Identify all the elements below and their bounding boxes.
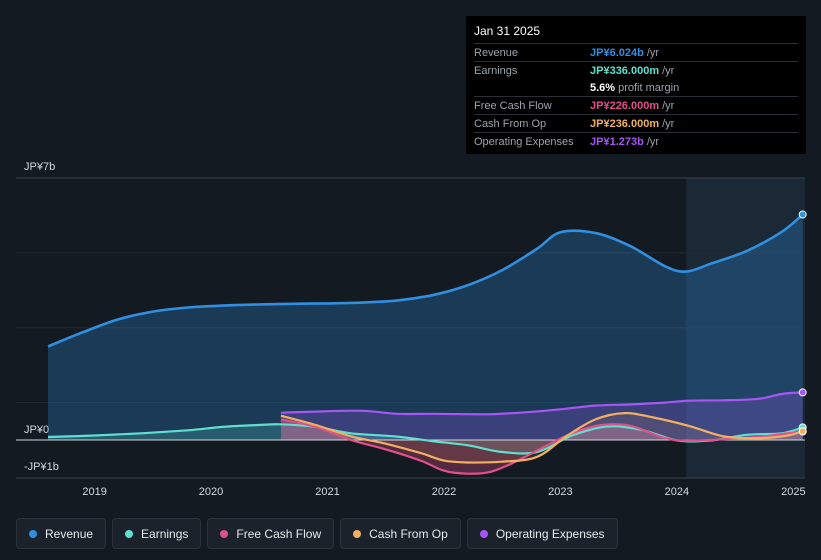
y-tick-label: JP¥7b [24,161,55,173]
legend-item-cash-from-op[interactable]: Cash From Op [340,518,461,549]
tooltip-row-unit: /yr [646,135,660,148]
y-tick-label: JP¥0 [24,424,49,436]
tooltip-row: 5.6% profit margin [474,79,798,96]
y-tick-label: -JP¥1b [24,461,59,473]
tooltip-row-value: JP¥236.000m [590,117,660,130]
x-tick-label: 2020 [199,486,223,498]
tooltip-row: Earnings JP¥336.000m/yr [474,61,798,79]
series-fill-revenue [48,214,803,440]
legend-item-earnings[interactable]: Earnings [112,518,202,549]
x-tick-label: 2025 [781,486,805,498]
tooltip-row-label: Free Cash Flow [474,99,552,112]
tooltip-row-unit: /yr [662,117,675,130]
legend-dot-icon [29,529,37,538]
series-line-cash-from-op [280,411,804,464]
end-marker [798,388,807,397]
tooltip-row-unit: /yr [662,99,675,112]
x-tick-label: 2022 [432,486,456,498]
tooltip-row: Operating Expenses JP¥1.273b/yr [474,132,798,150]
tooltip-date: Jan 31 2025 [474,24,541,38]
series-line-revenue [47,213,804,348]
series-fill-free-cash-flow [280,419,803,474]
tooltip-row-value: 5.6% [590,81,616,94]
legend-label: Revenue [45,526,94,541]
tooltip-row-label: Revenue [474,46,519,59]
data-tooltip: Jan 31 2025 Revenue JP¥6.024b/yr Earnings J… [466,16,806,154]
legend-label: Free Cash Flow [236,526,322,541]
x-tick-label: 2021 [315,486,339,498]
end-marker [798,210,807,219]
tooltip-row-unit: profit margin [618,81,680,94]
legend-item-operating-expenses[interactable]: Operating Expenses [466,518,618,549]
x-tick-label: 2024 [665,486,689,498]
tooltip-row-unit: /yr [646,46,660,59]
tooltip-row-value: JP¥226.000m [590,99,660,112]
legend-dot-icon [479,529,488,538]
tooltip-row: Cash From Op JP¥236.000m/yr [474,114,798,132]
tooltip-row-unit: /yr [662,64,675,77]
series-fill-earnings [48,424,803,454]
tooltip-row-label: Earnings [474,64,518,77]
tooltip-row-value: JP¥336.000m [590,64,660,77]
tooltip-row-label: Cash From Op [474,117,547,130]
legend-item-revenue[interactable]: Revenue [16,518,107,549]
series-line-operating-expenses [280,391,803,416]
legend-dot-icon [220,529,229,538]
legend-dot-icon [353,529,362,538]
tooltip-row-value: JP¥1.273b [590,135,644,148]
chart-legend: Revenue Earnings Free Cash Flow Cash From O… [16,518,618,549]
legend-dot-icon [125,529,134,538]
tooltip-row-label: Operating Expenses [474,135,574,148]
end-marker [798,427,807,436]
legend-label: Cash From Op [369,526,448,541]
x-tick-label: 2023 [548,486,572,498]
legend-item-free-cash-flow[interactable]: Free Cash Flow [207,518,335,549]
legend-label: Operating Expenses [495,526,605,541]
series-line-free-cash-flow [280,418,803,475]
tooltip-row-value: JP¥6.024b [590,46,644,59]
tooltip-row: Free Cash Flow JP¥226.000m/yr [474,96,798,114]
series-fill-operating-expenses [280,392,803,440]
tooltip-row: Revenue JP¥6.024b/yr [474,43,798,61]
legend-label: Earnings [141,526,189,541]
x-tick-label: 2019 [82,486,106,498]
